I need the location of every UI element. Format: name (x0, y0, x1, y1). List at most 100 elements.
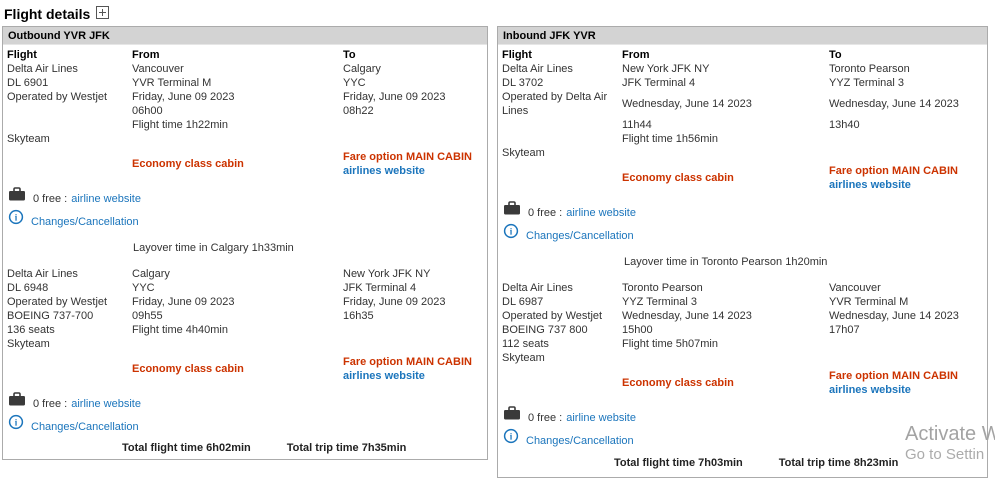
flight-number: DL 6987 (502, 296, 544, 308)
destination-terminal: JFK Terminal 4 (343, 282, 417, 294)
alliance-name: Skyteam (502, 352, 545, 364)
arrival-date: Wednesday, June 14 2023 (829, 310, 959, 322)
table-row: Flight time 1h22min (7, 118, 482, 132)
from-column-header: From (132, 49, 160, 61)
baggage-row: 0 free : airline website (503, 200, 982, 219)
table-row: Operated by Westjet Friday, June 09 2023… (7, 295, 482, 309)
changes-row: i Changes/Cancellation (503, 223, 982, 242)
changes-cancellation-link[interactable]: Changes/Cancellation (31, 216, 139, 228)
changes-cancellation-link[interactable]: Changes/Cancellation (526, 230, 634, 242)
cabin-class-label: Economy class cabin (132, 158, 244, 170)
info-icon[interactable]: i (8, 414, 24, 433)
table-row: Delta Air Lines New York JFK NY Toronto … (502, 62, 982, 76)
destination-city: Toronto Pearson (829, 63, 910, 75)
origin-city: Calgary (132, 268, 170, 280)
flight-duration: Flight time 1h56min (622, 133, 718, 145)
svg-text:i: i (15, 417, 18, 427)
departure-time: 09h55 (132, 310, 163, 322)
operated-by: Operated by Westjet (502, 310, 603, 322)
baggage-allowance: 0 free : (528, 412, 563, 424)
alliance-name: Skyteam (502, 147, 545, 159)
changes-cancellation-link[interactable]: Changes/Cancellation (31, 421, 139, 433)
airline-website-link[interactable]: airline website (566, 412, 636, 424)
fare-option-label: Fare option MAIN CABIN (343, 151, 472, 163)
table-row: Economy class cabin Fare option MAIN CAB… (502, 365, 982, 397)
changes-cancellation-link[interactable]: Changes/Cancellation (526, 435, 634, 447)
changes-row: i Changes/Cancellation (503, 428, 982, 447)
table-row: Delta Air Lines Vancouver Calgary (7, 62, 482, 76)
briefcase-icon (503, 405, 521, 424)
info-icon[interactable]: i (8, 209, 24, 228)
destination-city: Calgary (343, 63, 381, 75)
alliance-name: Skyteam (7, 133, 50, 145)
table-row: Economy class cabin Fare option MAIN CAB… (7, 351, 482, 383)
arrival-date: Friday, June 09 2023 (343, 296, 446, 308)
seat-count: 136 seats (7, 324, 55, 336)
table-row: DL 6987 YYZ Terminal 3 YVR Terminal M (502, 295, 982, 309)
svg-text:i: i (15, 212, 18, 222)
table-row: Flight time 1h56min (502, 132, 982, 146)
info-icon[interactable]: i (503, 223, 519, 242)
operated-by: Operated by Westjet (7, 296, 108, 308)
table-row: Economy class cabin Fare option MAIN CAB… (7, 146, 482, 178)
flight-details-panels: Outbound YVR JFK Flight From To Delta Ai… (0, 26, 995, 478)
aircraft-type: BOEING 737 800 (502, 324, 588, 336)
fare-airlines-website-link[interactable]: airlines website (829, 384, 911, 396)
svg-text:i: i (510, 431, 513, 441)
flight-column-header: Flight (502, 49, 532, 61)
destination-city: New York JFK NY (343, 268, 431, 280)
totals-row: Total flight time 7h03min Total trip tim… (502, 457, 982, 477)
inbound-panel: Inbound JFK YVR Flight From To Delta Air… (497, 26, 988, 478)
svg-text:i: i (510, 226, 513, 236)
table-row: BOEING 737 800 15h00 17h07 (502, 323, 982, 337)
airline-website-link[interactable]: airline website (71, 193, 141, 205)
table-header-row: Flight From To (7, 48, 482, 62)
fare-airlines-website-link[interactable]: airlines website (829, 179, 911, 191)
changes-row: i Changes/Cancellation (8, 414, 482, 433)
arrival-date: Friday, June 09 2023 (343, 91, 446, 103)
departure-date: Wednesday, June 14 2023 (622, 310, 752, 322)
expand-plus-icon[interactable] (96, 6, 110, 22)
flight-duration: Flight time 5h07min (622, 338, 718, 350)
seat-count: 112 seats (502, 338, 549, 350)
origin-city: Toronto Pearson (622, 282, 703, 294)
fare-airlines-website-link[interactable]: airlines website (343, 370, 425, 382)
aircraft-type: BOEING 737-700 (7, 310, 94, 322)
table-row: Operated by Westjet Friday, June 09 2023… (7, 90, 482, 104)
table-row: Skyteam (7, 337, 482, 351)
flight-number: DL 3702 (502, 77, 544, 89)
origin-city: New York JFK NY (622, 63, 710, 75)
to-column-header: To (343, 49, 356, 61)
outbound-segment-2: Delta Air Lines Calgary New York JFK NY … (7, 267, 482, 383)
origin-terminal: YYC (132, 282, 155, 294)
destination-terminal: YYC (343, 77, 366, 89)
arrival-time: 16h35 (343, 310, 374, 322)
departure-time: 15h00 (622, 324, 653, 336)
changes-row: i Changes/Cancellation (8, 209, 482, 228)
info-icon[interactable]: i (503, 428, 519, 447)
outbound-panel: Outbound YVR JFK Flight From To Delta Ai… (2, 26, 488, 460)
arrival-date: Wednesday, June 14 2023 (829, 98, 959, 110)
destination-city: Vancouver (829, 282, 881, 294)
total-flight-time: Total flight time 6h02min (122, 442, 251, 454)
departure-time: 06h00 (132, 105, 163, 117)
fare-airlines-website-link[interactable]: airlines website (343, 165, 425, 177)
total-trip-time: Total trip time 7h35min (286, 442, 407, 454)
table-row: Economy class cabin Fare option MAIN CAB… (502, 160, 982, 192)
inbound-segment-1: Flight From To Delta Air Lines New York … (502, 48, 982, 192)
airline-website-link[interactable]: airline website (71, 398, 141, 410)
baggage-row: 0 free : airline website (503, 405, 982, 424)
briefcase-icon (8, 186, 26, 205)
from-column-header: From (622, 49, 650, 61)
flight-duration: Flight time 4h40min (132, 324, 228, 336)
baggage-allowance: 0 free : (528, 207, 563, 219)
table-row: DL 6901 YVR Terminal M YYC (7, 76, 482, 90)
airline-name: Delta Air Lines (502, 63, 573, 75)
origin-terminal: JFK Terminal 4 (622, 77, 696, 89)
inbound-segment-2: Delta Air Lines Toronto Pearson Vancouve… (502, 281, 982, 397)
alliance-name: Skyteam (7, 338, 50, 350)
departure-date: Friday, June 09 2023 (132, 91, 235, 103)
table-row: Skyteam (502, 351, 982, 365)
airline-website-link[interactable]: airline website (566, 207, 636, 219)
origin-terminal: YVR Terminal M (132, 77, 212, 89)
